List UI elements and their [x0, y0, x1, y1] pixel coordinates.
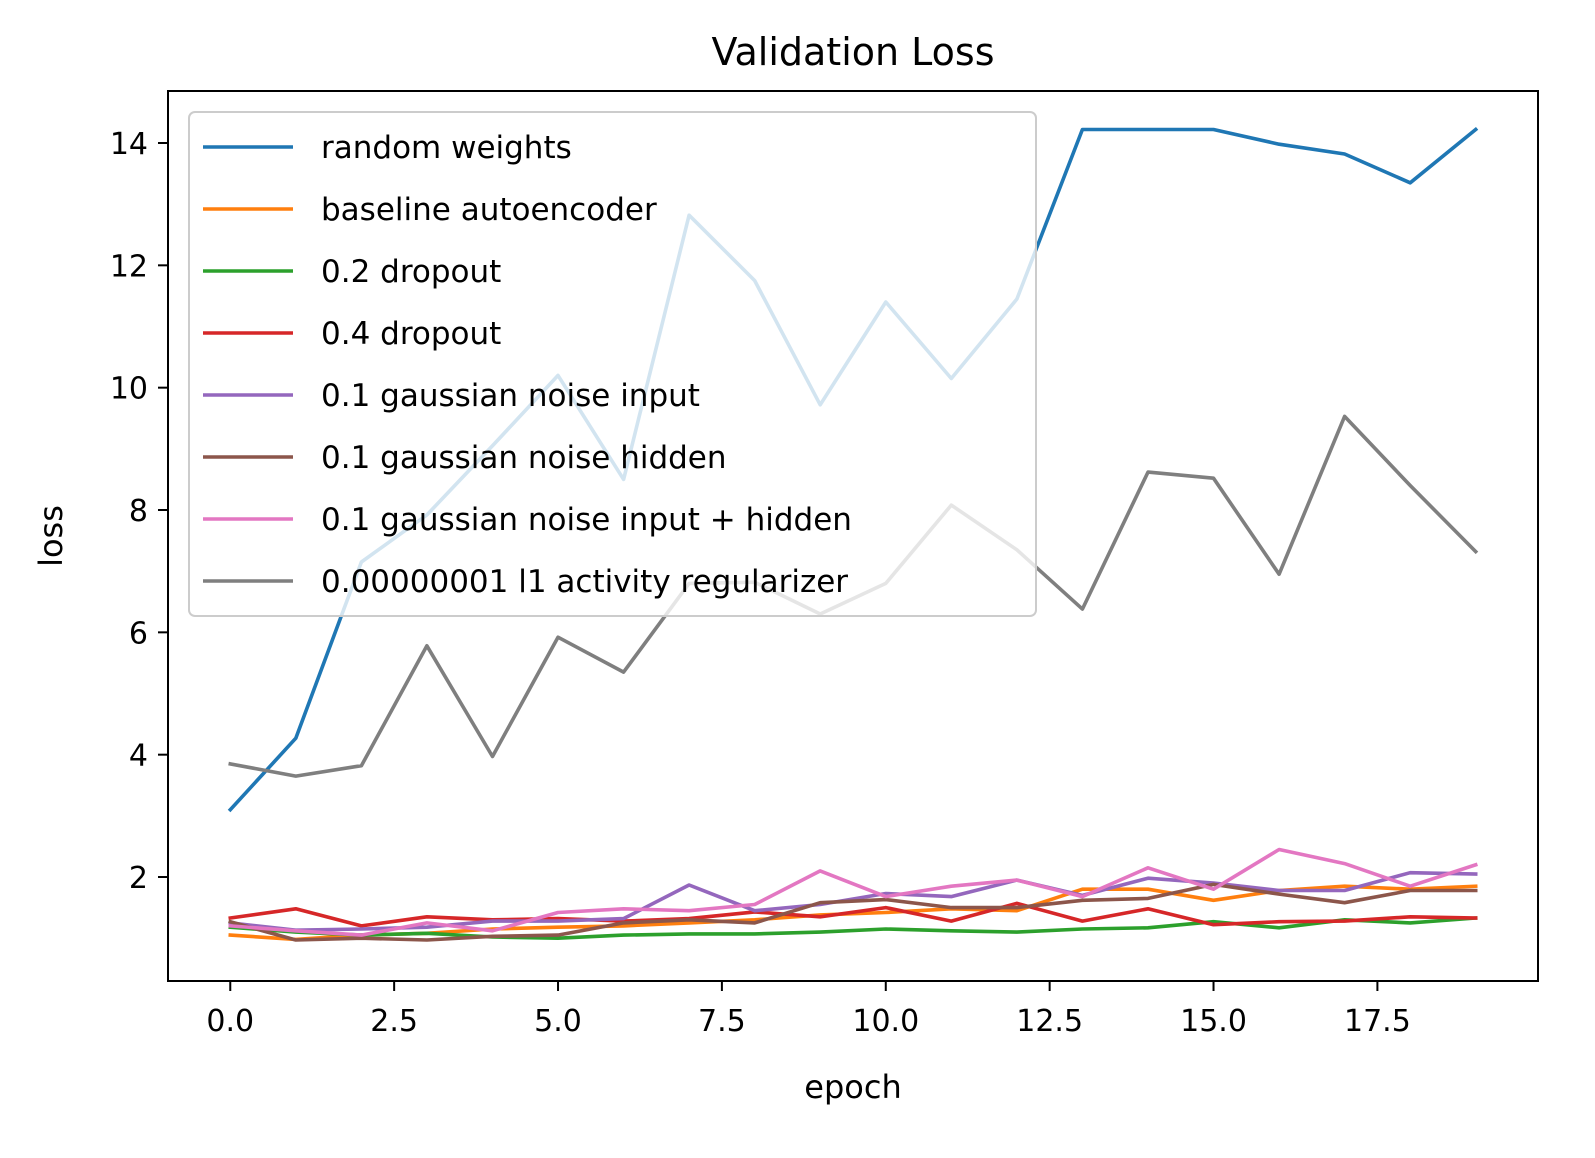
legend-label-6: 0.1 gaussian noise input + hidden — [321, 502, 852, 538]
legend-label-7: 0.00000001 l1 activity regularizer — [321, 564, 848, 600]
x-tick-label: 7.5 — [698, 1004, 746, 1039]
y-tick-label: 8 — [129, 494, 148, 529]
x-tick-label: 17.5 — [1344, 1004, 1411, 1039]
y-tick-label: 6 — [129, 616, 148, 651]
x-tick-label: 12.5 — [1016, 1004, 1083, 1039]
y-tick-label: 2 — [129, 861, 148, 896]
series-line-4 — [228, 870, 1478, 933]
legend-label-1: baseline autoencoder — [321, 192, 657, 228]
x-axis-label: epoch — [804, 1068, 901, 1106]
series-line-3 — [228, 901, 1478, 928]
plot-frame — [167, 90, 1539, 982]
series-line-2 — [228, 916, 1478, 941]
x-tick-label: 0.0 — [206, 1004, 254, 1039]
chart-title: Validation Loss — [711, 30, 994, 74]
legend-label-5: 0.1 gaussian noise hidden — [321, 440, 727, 476]
x-axis: 0.0 2.5 5.0 7.5 10.0 12.5 15.0 17.5 — [206, 981, 1411, 1039]
y-tick-label: 14 — [110, 127, 148, 162]
legend-label-0: random weights — [321, 130, 572, 166]
legend-label-2: 0.2 dropout — [321, 254, 501, 290]
x-tick-label: 2.5 — [370, 1004, 418, 1039]
legend-label-3: 0.4 dropout — [321, 316, 501, 352]
x-tick-label: 15.0 — [1180, 1004, 1247, 1039]
y-tick-label: 10 — [110, 372, 148, 407]
y-tick-label: 4 — [129, 739, 148, 774]
y-axis: 2 4 6 8 10 12 14 — [110, 127, 168, 896]
series-line-5 — [228, 882, 1478, 942]
y-tick-label: 12 — [110, 249, 148, 284]
x-tick-label: 5.0 — [534, 1004, 582, 1039]
legend: random weights baseline autoencoder 0.2 dr… — [188, 111, 1037, 617]
x-tick-label: 10.0 — [852, 1004, 919, 1039]
legend-label-4: 0.1 gaussian noise input — [321, 378, 700, 414]
legend-box — [188, 111, 1037, 617]
y-axis-label: loss — [32, 505, 70, 567]
series-line-6 — [228, 847, 1478, 937]
